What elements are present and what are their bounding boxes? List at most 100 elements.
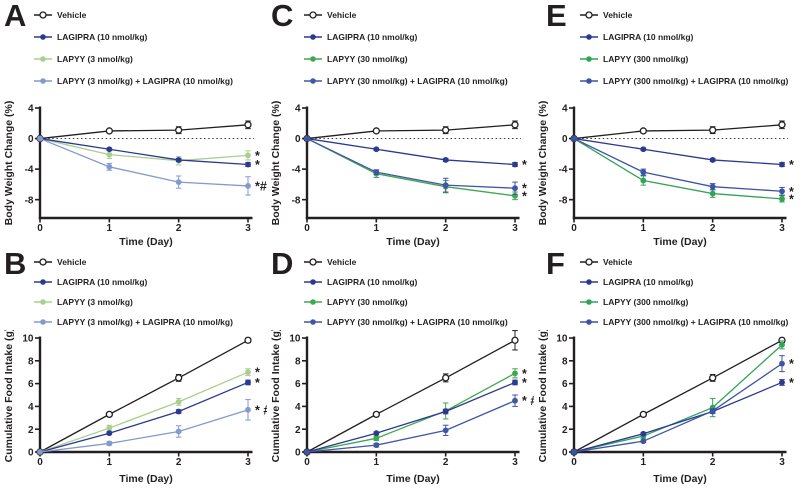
y-axis-title: Cumulative Food Intake (g)	[3, 330, 15, 462]
data-point	[175, 428, 182, 435]
panel-C: C Vehicle LAGIPRA (10 nmol/kg) LAPYY (30…	[267, 0, 534, 248]
y-axis-title: Cumulative Food Intake (g)	[270, 330, 282, 462]
data-point	[304, 135, 310, 142]
legend-item: Vehicle	[33, 252, 233, 272]
x-tick-label: 0	[571, 223, 577, 234]
x-axis-title: Time (Day)	[386, 236, 440, 248]
series-line	[39, 137, 249, 187]
y-tick-label: -4	[292, 165, 301, 176]
x-tick-label: 1	[641, 457, 647, 468]
legend-label: LAGIPRA (10 nmol/kg)	[57, 277, 148, 287]
legend-item: LAGIPRA (10 nmol/kg)	[579, 26, 788, 48]
data-point	[709, 190, 716, 197]
panel-D: D Vehicle LAGIPRA (10 nmol/kg) LAPYY (30…	[267, 248, 534, 497]
series-line	[306, 137, 516, 197]
y-tick-label: 8	[28, 356, 34, 367]
series-line	[39, 381, 249, 453]
significance-label: *	[789, 376, 794, 390]
data-point	[245, 161, 251, 168]
y-tick-label: 2	[562, 425, 568, 436]
legend: Vehicle LAGIPRA (10 nmol/kg) LAPYY (300 …	[579, 252, 788, 332]
legend-item: Vehicle	[579, 252, 788, 272]
legend-item: LAPYY (30 nmol/kg)	[303, 48, 508, 70]
series-line	[39, 409, 249, 453]
legend-marker-icon	[304, 279, 322, 285]
legend-marker-icon	[34, 56, 52, 62]
legend-marker-icon	[34, 258, 52, 266]
legend-marker-icon	[34, 78, 52, 84]
y-tick-label: 4	[295, 104, 301, 115]
legend-marker-icon	[580, 78, 598, 84]
series-line	[39, 371, 249, 453]
data-point	[372, 127, 380, 135]
data-point	[709, 157, 716, 163]
chart-food-intake-F: 0 2 4 6 8 10 0 1 2 3 Cumulative Food Intake (g) Tim…	[537, 330, 794, 485]
legend-label: Vehicle	[327, 257, 357, 267]
data-point	[512, 397, 518, 404]
data-point	[106, 440, 113, 447]
legend-marker-icon	[580, 319, 598, 325]
data-point	[245, 406, 251, 413]
legend-item: LAGIPRA (10 nmol/kg)	[303, 272, 508, 292]
data-point	[175, 408, 182, 415]
data-point	[304, 449, 310, 455]
legend-label: LAPYY (3 nmol/kg) + LAGIPRA (10 nmol/kg)	[57, 76, 233, 86]
legend-label: LAGIPRA (10 nmol/kg)	[327, 277, 418, 287]
data-point	[106, 430, 113, 437]
chart-body-weight-A: 4 0 -4 -8 0 1 2 3 Body Weight Change (%) Time (Da…	[3, 101, 267, 248]
data-point	[640, 430, 647, 437]
series-line	[306, 137, 516, 166]
y-tick-label: 4	[28, 104, 34, 115]
y-tick-label: 0	[295, 448, 301, 459]
significance-label: *	[789, 158, 794, 172]
legend-label: Vehicle	[57, 10, 87, 20]
data-point	[106, 425, 113, 431]
legend-item: LAGIPRA (10 nmol/kg)	[33, 26, 233, 48]
significance-label: *	[522, 376, 527, 390]
panel-letter: D	[271, 246, 294, 281]
series-line	[573, 137, 783, 166]
y-tick-label: -8	[25, 195, 34, 206]
panel-F: F Vehicle LAGIPRA (10 nmol/kg) LAPYY (30…	[534, 248, 800, 497]
legend-item: LAPYY (300 nmol/kg) + LAGIPRA (10 nmol/k…	[579, 312, 788, 332]
legend-label: LAPYY (300 nmol/kg)	[603, 297, 689, 307]
data-point	[105, 127, 113, 135]
legend-marker-icon	[580, 299, 598, 305]
x-axis-title: Time (Day)	[119, 236, 173, 248]
data-point	[778, 121, 786, 129]
data-point	[571, 135, 577, 142]
legend-item: LAPYY (30 nmol/kg)	[303, 292, 508, 312]
data-point	[175, 398, 182, 405]
x-tick-label: 1	[374, 457, 380, 468]
legend-label: LAPYY (3 nmol/kg) + LAGIPRA (10 nmol/kg)	[57, 317, 233, 327]
y-tick-label: 8	[295, 356, 301, 367]
x-axis-title: Time (Day)	[653, 236, 707, 248]
legend-item: LAPYY (3 nmol/kg)	[33, 48, 233, 70]
y-axis-title: Body Weight Change (%)	[537, 101, 549, 226]
y-tick-label: -8	[559, 195, 568, 206]
data-point	[175, 157, 182, 163]
panel-B: B Vehicle LAGIPRA (10 nmol/kg) LAPYY (3 …	[0, 248, 267, 497]
chart-body-weight-E: 4 0 -4 -8 0 1 2 3 Body Weight Change (%) Time (Da…	[537, 101, 794, 248]
data-point	[442, 157, 449, 163]
data-point	[442, 427, 449, 434]
significance-label: *	[255, 366, 260, 380]
y-tick-label: 6	[28, 379, 34, 390]
legend-item: LAPYY (300 nmol/kg) + LAGIPRA (10 nmol/k…	[579, 70, 788, 92]
y-tick-label: 4	[562, 104, 568, 115]
legend-marker-icon	[580, 279, 598, 285]
legend-item: Vehicle	[303, 4, 508, 26]
legend-item: LAPYY (300 nmol/kg)	[579, 48, 788, 70]
legend-item: LAGIPRA (10 nmol/kg)	[33, 272, 233, 292]
y-tick-label: 4	[28, 402, 34, 413]
y-tick-label: 6	[562, 379, 568, 390]
significance-label: *	[522, 189, 527, 203]
data-point	[244, 336, 252, 344]
legend-marker-icon	[580, 56, 598, 62]
significance-label: *	[522, 367, 527, 381]
y-tick-label: 0	[28, 448, 34, 459]
legend-label: LAPYY (3 nmol/kg)	[57, 297, 133, 307]
y-tick-label: 10	[556, 334, 568, 345]
x-tick-label: 0	[304, 223, 310, 234]
x-tick-label: 1	[107, 457, 113, 468]
